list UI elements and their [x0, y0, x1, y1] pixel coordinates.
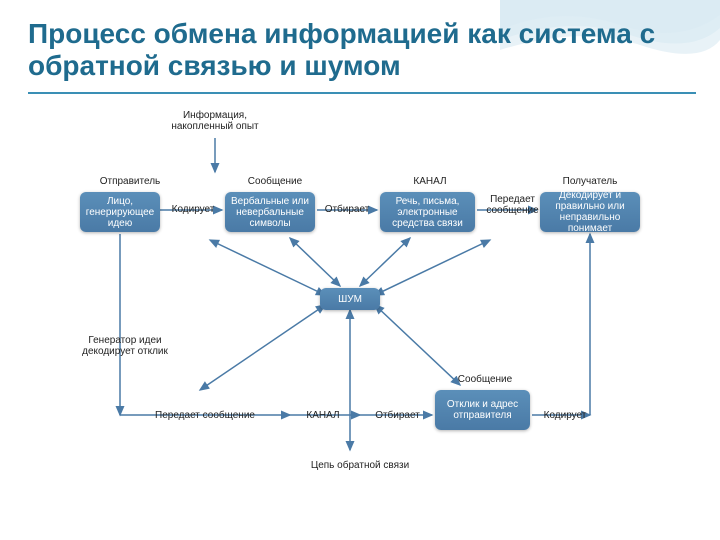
arrow — [290, 238, 340, 286]
label-l12: Кодирует — [540, 410, 590, 421]
label-l5: Кодирует — [168, 204, 218, 215]
arrow — [210, 240, 325, 295]
arrows-layer — [60, 110, 660, 510]
node-n2: Вербальные или невербальные символы — [225, 192, 315, 232]
label-l4: Получатель — [560, 176, 620, 187]
label-l0: Информация, накопленный опыт — [170, 110, 260, 132]
arrow — [375, 240, 490, 295]
label-l10: КАНАЛ — [298, 410, 348, 421]
arrow — [375, 305, 460, 385]
label-l11: Отбирает — [370, 410, 425, 421]
label-l13: Сообщение — [455, 374, 515, 385]
label-l3: КАНАЛ — [405, 176, 455, 187]
arrow — [360, 238, 410, 286]
label-l9: Передает сообщение — [145, 410, 265, 421]
node-n6: Отклик и адрес отправителя — [435, 390, 530, 430]
label-l2: Сообщение — [245, 176, 305, 187]
slide-title: Процесс обмена информацией как система с… — [28, 18, 696, 82]
title-underline — [28, 92, 696, 94]
node-n4: Декодирует и правильно или неправильно п… — [540, 192, 640, 232]
node-n1: Лицо, генерирующее идею — [80, 192, 160, 232]
node-n3: Речь, письма, электронные средства связи — [380, 192, 475, 232]
label-l8: Генератор идеи декодирует отклик — [80, 335, 170, 357]
label-l1: Отправитель — [95, 176, 165, 187]
label-l6: Отбирает — [322, 204, 372, 215]
slide: Процесс обмена информацией как система с… — [0, 0, 720, 540]
label-l14: Цепь обратной связи — [300, 460, 420, 471]
node-n5: ШУМ — [320, 288, 380, 310]
label-l7: Передает сообщение — [485, 194, 540, 216]
flowchart-diagram: Лицо, генерирующее идею Вербальные или не… — [60, 110, 660, 510]
arrow — [200, 305, 325, 390]
